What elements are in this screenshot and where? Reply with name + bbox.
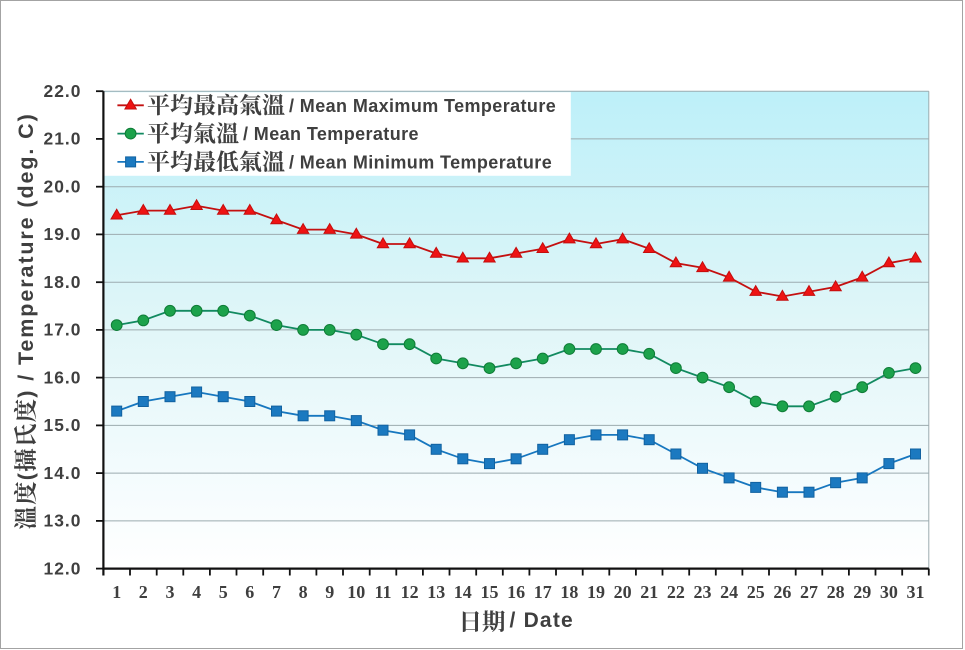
svg-text:13: 13: [427, 582, 445, 602]
svg-text:11: 11: [374, 582, 391, 602]
svg-text:17: 17: [534, 582, 552, 602]
svg-text:9: 9: [325, 582, 334, 602]
svg-text:1: 1: [112, 582, 121, 602]
svg-text:15.0: 15.0: [44, 415, 82, 435]
svg-text:20.0: 20.0: [44, 177, 82, 197]
svg-text:/ Date: / Date: [510, 609, 574, 632]
svg-text:3: 3: [166, 582, 175, 602]
svg-text:4: 4: [192, 582, 201, 602]
svg-text:/ Mean Minimum Temperature: / Mean Minimum Temperature: [289, 152, 552, 172]
svg-text:20: 20: [614, 582, 632, 602]
svg-text:15: 15: [481, 582, 499, 602]
svg-text:21: 21: [640, 582, 658, 602]
svg-text:31: 31: [907, 582, 925, 602]
svg-text:18: 18: [560, 582, 578, 602]
svg-text:13.0: 13.0: [44, 511, 82, 531]
svg-text:24: 24: [720, 582, 738, 602]
svg-text:/ Mean Maximum Temperature: / Mean Maximum Temperature: [289, 96, 556, 116]
svg-text:22: 22: [667, 582, 685, 602]
svg-text:6: 6: [245, 582, 254, 602]
svg-text:5: 5: [219, 582, 228, 602]
svg-text:(: (: [14, 472, 38, 480]
svg-text:25: 25: [747, 582, 765, 602]
svg-text:14.0: 14.0: [44, 463, 82, 483]
svg-text:) / Temperature (deg. C): ) / Temperature (deg. C): [14, 112, 38, 397]
svg-text:8: 8: [299, 582, 308, 602]
svg-text:17.0: 17.0: [44, 320, 82, 340]
svg-text:19: 19: [587, 582, 605, 602]
svg-text:18.0: 18.0: [44, 272, 82, 292]
svg-text:2: 2: [139, 582, 148, 602]
svg-text:30: 30: [880, 582, 898, 602]
svg-text:12.0: 12.0: [44, 558, 82, 578]
svg-text:27: 27: [800, 582, 818, 602]
svg-text:21.0: 21.0: [44, 129, 82, 149]
svg-text:19.0: 19.0: [44, 224, 82, 244]
svg-text:22.0: 22.0: [44, 81, 82, 101]
svg-text:12: 12: [401, 582, 419, 602]
svg-text:14: 14: [454, 582, 472, 602]
svg-text:10: 10: [347, 582, 365, 602]
svg-text:16.0: 16.0: [44, 367, 82, 387]
svg-text:23: 23: [694, 582, 712, 602]
svg-text:7: 7: [272, 582, 281, 602]
svg-text:16: 16: [507, 582, 525, 602]
svg-text:29: 29: [853, 582, 871, 602]
svg-text:28: 28: [827, 582, 845, 602]
svg-text:/ Mean Temperature: / Mean Temperature: [243, 124, 419, 144]
svg-text:26: 26: [773, 582, 791, 602]
